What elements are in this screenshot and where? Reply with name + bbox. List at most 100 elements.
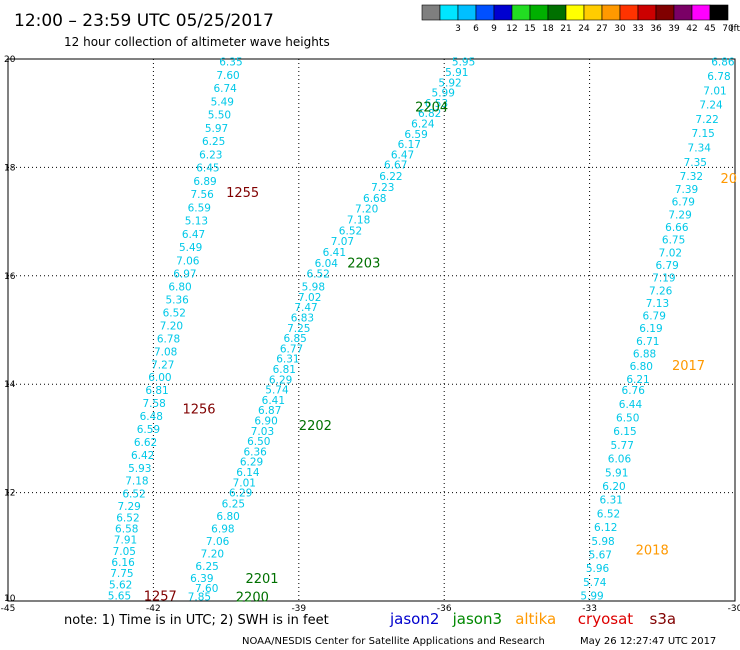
swh-value: 6.42 xyxy=(131,450,154,462)
satellite-name: altika xyxy=(515,610,556,628)
colorbar-swatch xyxy=(421,4,441,21)
swh-value: 6.52 xyxy=(306,269,329,281)
y-tick-label: 14 xyxy=(4,380,16,390)
colorbar-swatch xyxy=(691,4,711,21)
swh-value: 6.47 xyxy=(391,149,414,161)
colorbar-tick-label: 42 xyxy=(686,24,697,34)
swh-value: 5.96 xyxy=(586,563,610,575)
swh-value: 6.79 xyxy=(643,311,666,323)
colorbar-tick-label: 9 xyxy=(491,24,497,34)
y-tick-label: 10 xyxy=(4,594,16,604)
swh-value: 6.78 xyxy=(707,71,730,83)
swh-value: 6.00 xyxy=(148,372,171,384)
swh-value: 6.47 xyxy=(182,229,205,241)
colorbar-swatch xyxy=(529,4,549,21)
swh-value: 6.53 xyxy=(425,98,448,110)
swh-value: 6.74 xyxy=(213,83,237,95)
swh-value: 7.05 xyxy=(113,546,136,558)
colorbar-swatch xyxy=(673,4,693,21)
swh-value: 5.50 xyxy=(208,110,231,122)
swh-value: 6.29 xyxy=(269,374,292,386)
swh-value: 7.19 xyxy=(652,273,675,285)
colorbar-swatch xyxy=(637,4,657,21)
swh-value: 6.23 xyxy=(199,149,222,161)
colorbar-tick-label: 30 xyxy=(614,24,626,34)
swh-value: 7.03 xyxy=(251,426,274,438)
swh-value: 6.15 xyxy=(613,426,636,438)
swh-value: 6.41 xyxy=(262,395,285,407)
swh-value: 6.81 xyxy=(145,385,168,397)
swh-tracks: 6.357.606.745.495.505.976.256.236.456.89… xyxy=(108,57,735,604)
swh-value: 6.12 xyxy=(594,522,617,534)
track-pass-label: 2018 xyxy=(636,544,669,559)
swh-value: 7.27 xyxy=(151,359,174,371)
footer: note: 1) Time is in UTC; 2) SWH is in fe… xyxy=(64,610,716,647)
swh-value: 7.25 xyxy=(287,323,310,335)
swh-value: 6.25 xyxy=(222,498,245,510)
colorbar-tick-label: 27 xyxy=(596,24,607,34)
swh-value: 7.18 xyxy=(125,476,148,488)
swh-value: 7.23 xyxy=(371,182,394,194)
swh-value: 7.07 xyxy=(331,236,354,248)
swh-value: 6.19 xyxy=(639,323,662,335)
x-tick-label: -39 xyxy=(291,604,306,614)
swh-value: 6.75 xyxy=(662,235,685,247)
colorbar-swatch xyxy=(601,4,621,21)
x-tick-label: -30 xyxy=(728,604,740,614)
swh-value: 7.34 xyxy=(688,142,712,154)
swh-value: 6.62 xyxy=(134,437,157,449)
swh-value: 6.89 xyxy=(193,176,216,188)
x-tick-label: -33 xyxy=(582,604,597,614)
swh-value: 6.52 xyxy=(339,225,362,237)
swh-value: 7.29 xyxy=(117,501,140,513)
swh-value: 6.41 xyxy=(323,247,346,259)
swh-value: 7.39 xyxy=(675,184,698,196)
y-tick-label: 12 xyxy=(4,489,15,499)
swh-value: 6.79 xyxy=(672,197,695,209)
colorbar-swatch xyxy=(457,4,477,21)
units-note: note: 1) Time is in UTC; 2) SWH is in fe… xyxy=(64,613,329,628)
swh-value: 6.97 xyxy=(173,269,196,281)
swh-value: 6.85 xyxy=(283,333,306,345)
colorbar-unit: (ft) xyxy=(730,24,740,34)
swh-value: 6.16 xyxy=(111,557,135,569)
swh-value: 6.20 xyxy=(602,481,625,493)
colorbar-tick-label: 36 xyxy=(650,24,662,34)
colorbar-tick-label: 39 xyxy=(668,24,680,34)
swh-value: 5.95 xyxy=(452,57,475,69)
swh-value: 7.32 xyxy=(680,171,703,183)
swh-value: 6.29 xyxy=(229,488,252,500)
swh-value: 5.93 xyxy=(128,463,151,475)
swh-value: 7.06 xyxy=(206,536,230,548)
track-pass-label: 2203 xyxy=(347,256,380,271)
axes: -45 -42 -39 -36 -33 -30 10 12 14 16 18 20 xyxy=(1,55,740,614)
swh-value: 7.01 xyxy=(703,85,726,97)
swh-value: 6.77 xyxy=(280,343,303,355)
swh-value: 6.44 xyxy=(619,399,643,411)
swh-value: 5.92 xyxy=(438,77,461,89)
swh-value: 6.52 xyxy=(163,308,186,320)
colorbar-swatch xyxy=(439,4,459,21)
swh-value: 7.02 xyxy=(298,292,321,304)
track-pass-label: 2204 xyxy=(415,101,448,116)
generated-timestamp: May 26 12:27:47 UTC 2017 xyxy=(580,636,716,647)
swh-value: 6.35 xyxy=(219,57,242,69)
swh-value: 7.47 xyxy=(294,302,317,314)
colorbar-tick-label: 33 xyxy=(632,24,643,34)
colorbar-tick-label: 24 xyxy=(578,24,590,34)
swh-value: 6.87 xyxy=(258,405,281,417)
swh-value: 5.77 xyxy=(611,440,634,452)
chart-title: 12:00 – 23:59 UTC 05/25/2017 xyxy=(14,11,274,31)
track-pass-label: 2017 xyxy=(672,359,705,374)
swh-value: 6.90 xyxy=(254,416,277,428)
swh-value: 7.91 xyxy=(114,535,137,547)
swh-value: 6.14 xyxy=(236,467,260,479)
swh-value: 6.21 xyxy=(626,374,649,386)
swh-value: 6.25 xyxy=(195,561,218,573)
swh-value: 5.99 xyxy=(580,591,603,603)
track-pass-label: 1255 xyxy=(226,186,259,201)
credit-line: NOAA/NESDIS Center for Satellite Applica… xyxy=(242,636,545,647)
swh-value: 6.98 xyxy=(211,523,234,535)
